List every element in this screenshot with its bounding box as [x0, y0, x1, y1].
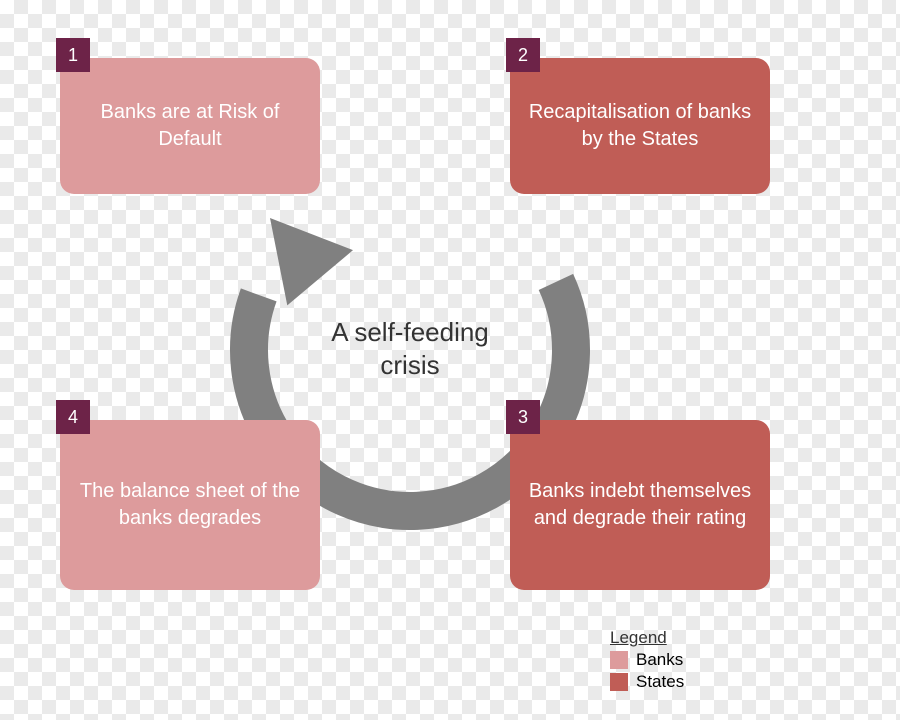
cycle-box-label: Recapitalisation of banks by the States: [524, 99, 756, 153]
diagram-stage: A self-feeding crisis Banks are at Risk …: [0, 0, 900, 720]
cycle-box-4: The balance sheet of the banks degrades: [60, 420, 320, 590]
legend-label: States: [636, 672, 684, 692]
cycle-badge-number: 4: [68, 407, 78, 428]
cycle-box-label: The balance sheet of the banks degrades: [74, 478, 306, 532]
cycle-box-2: Recapitalisation of banks by the States: [510, 58, 770, 194]
legend-item: Banks: [610, 650, 684, 670]
cycle-badge-number: 3: [518, 407, 528, 428]
cycle-badge-1: 1: [56, 38, 90, 72]
cycle-badge-4: 4: [56, 400, 90, 434]
cycle-badge-number: 1: [68, 45, 78, 66]
cycle-badge-number: 2: [518, 45, 528, 66]
cycle-badge-3: 3: [506, 400, 540, 434]
cycle-badge-2: 2: [506, 38, 540, 72]
center-title-line1: A self-feeding: [331, 317, 489, 347]
cycle-box-3: Banks indebt themselves and degrade thei…: [510, 420, 770, 590]
center-title-line2: crisis: [380, 350, 439, 380]
legend-item: States: [610, 672, 684, 692]
legend-swatch: [610, 673, 628, 691]
cycle-box-1: Banks are at Risk of Default: [60, 58, 320, 194]
cycle-box-label: Banks are at Risk of Default: [74, 99, 306, 153]
legend-label: Banks: [636, 650, 683, 670]
legend-title: Legend: [610, 628, 684, 648]
legend: Legend BanksStates: [610, 628, 684, 692]
center-title: A self-feeding crisis: [300, 316, 520, 381]
legend-swatch: [610, 651, 628, 669]
cycle-box-label: Banks indebt themselves and degrade thei…: [524, 478, 756, 532]
